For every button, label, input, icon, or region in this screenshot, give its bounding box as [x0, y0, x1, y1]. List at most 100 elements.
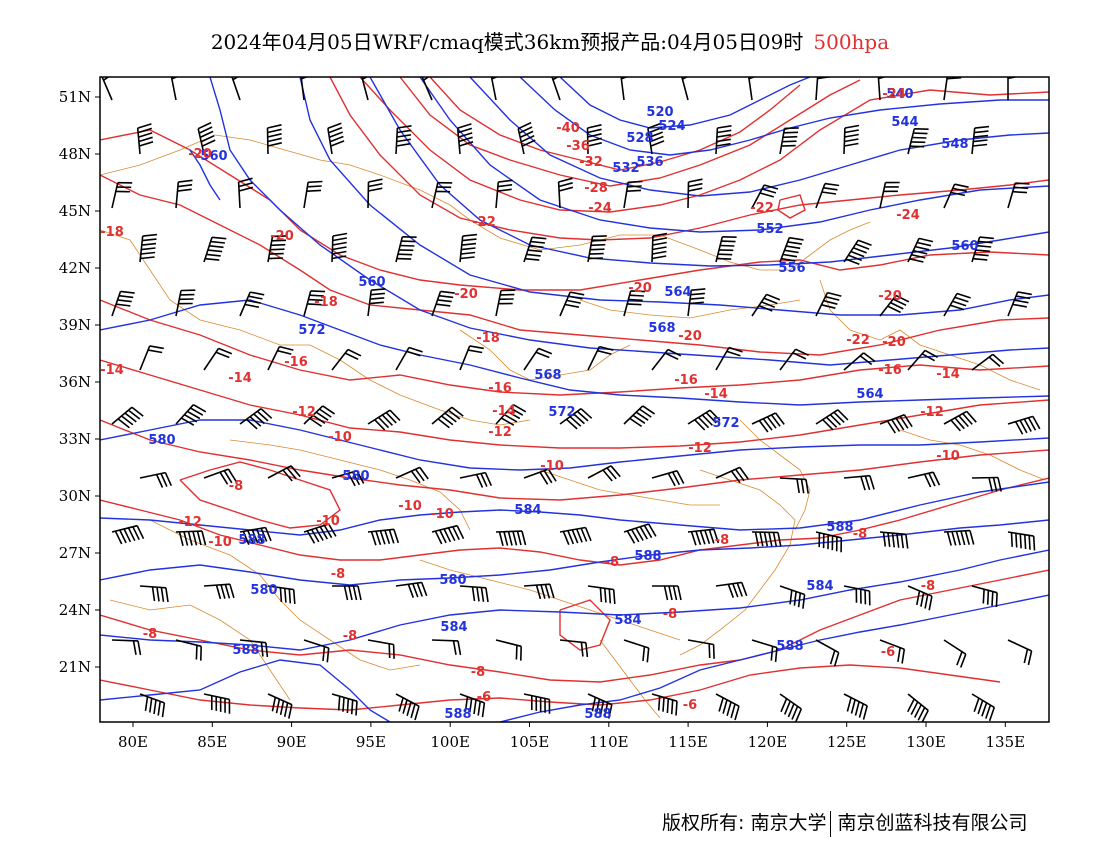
wind-barb [421, 77, 433, 101]
x-axis: 80E 85E 90E 95E 100E 105E 110E 115E 120E 125E 130E… [118, 722, 1025, 751]
temperature-label: -8 [663, 607, 677, 622]
title-prefix: 2024年04月05日WRF/cmaq模式36km预报产品:04月05日09时 [210, 30, 804, 54]
temperature-label: -18 [476, 331, 500, 346]
wind-barb [203, 347, 233, 371]
x-tick-label: 135E [986, 733, 1026, 751]
height-contour-line [100, 299, 1049, 406]
wind-barb [971, 585, 998, 608]
y-tick-label: 51N [59, 88, 91, 106]
wind-barb [815, 639, 840, 667]
y-tick-label: 39N [59, 316, 91, 334]
wind-barb [331, 348, 362, 371]
wind-barb [587, 585, 616, 604]
temperature-label: -24 [882, 87, 906, 102]
wind-barb [303, 180, 323, 209]
temperature-label: -22 [846, 333, 870, 348]
height-contour-line [519, 77, 1049, 156]
wind-barb [907, 128, 929, 155]
temperature-label: -8 [343, 629, 357, 644]
height-contour-line [100, 481, 1049, 536]
height-contour-line [469, 77, 1049, 197]
temperature-label: -8 [143, 627, 157, 642]
boundary-line [109, 599, 291, 701]
wind-barb [843, 124, 860, 155]
height-label: 572 [548, 405, 575, 420]
wind-barb [395, 125, 412, 155]
height-label: 584 [806, 579, 833, 594]
wind-barb [395, 693, 420, 721]
wind-barb [367, 178, 383, 209]
map-title: 2024年04月05日WRF/cmaq模式36km预报产品:04月05日09时 5… [0, 26, 1100, 55]
height-label: 580 [250, 583, 277, 598]
temperature-label: -10 [398, 499, 422, 514]
wind-barb [459, 693, 486, 718]
boundary-line [419, 559, 681, 641]
height-label: 572 [712, 416, 739, 431]
x-tick-label: 110E [589, 733, 629, 751]
height-label: 540 [886, 87, 913, 102]
wind-barb [559, 526, 592, 546]
height-contour-line [559, 77, 811, 129]
temperature-label: -16 [488, 381, 512, 396]
wind-barb [111, 181, 133, 209]
wind-barb [623, 523, 657, 544]
wind-barb [879, 531, 909, 549]
height-label: 564 [664, 285, 691, 300]
wind-barb [431, 524, 465, 545]
wind-barb [175, 404, 207, 426]
wind-barb [907, 471, 941, 488]
height-label: 588 [444, 707, 471, 722]
wind-barb [623, 405, 656, 428]
wind-barb [523, 347, 553, 371]
wind-barb [495, 289, 516, 317]
wind-barb [139, 693, 166, 718]
x-tick-label: 125E [827, 733, 867, 751]
height-label: 584 [514, 503, 541, 518]
wind-barb [327, 122, 345, 155]
height-label: 520 [646, 105, 673, 120]
temperature-label: -10 [540, 459, 564, 474]
temperature-contour-line [559, 599, 611, 651]
wind-barb [779, 477, 809, 494]
wind-barb [175, 530, 207, 546]
height-label: 568 [534, 368, 561, 383]
y-tick-label: 24N [59, 601, 91, 619]
wind-barb [303, 523, 337, 544]
height-label: 588 [634, 549, 661, 564]
wind-barb [395, 346, 423, 371]
wind-barb [303, 405, 336, 428]
wind-barb [495, 179, 513, 209]
wind-barb [879, 294, 910, 317]
temperature-label: -6 [477, 690, 491, 705]
temperature-label: -20 [882, 335, 906, 350]
wind-barb [459, 233, 478, 263]
wind-barb [559, 639, 589, 658]
wind-barb [239, 408, 273, 430]
wind-barb [586, 124, 602, 155]
temperature-label: -36 [566, 139, 590, 154]
temperature-label: -20 [628, 281, 652, 296]
wind-barb [175, 289, 196, 317]
wind-barb [879, 639, 906, 664]
y-tick-label: 27N [59, 544, 91, 562]
height-label: 524 [658, 119, 685, 134]
wind-barb [907, 585, 933, 611]
wind-barb [943, 639, 967, 668]
company-name: 南京创蓝科技有限公司 [837, 812, 1028, 834]
height-label: 548 [941, 137, 968, 152]
wind-barb [367, 639, 395, 659]
wind-barb [239, 526, 272, 546]
wind-barb [843, 239, 872, 265]
wind-barb [431, 406, 464, 429]
wind-barb [681, 77, 689, 101]
wind-barb [623, 180, 643, 209]
wind-barb [843, 474, 875, 491]
temperature-label: -28 [584, 181, 608, 196]
temperature-contour-line [329, 77, 1049, 241]
boundary-line [100, 134, 871, 271]
y-tick-label: 33N [59, 430, 91, 448]
wind-barb [303, 290, 326, 317]
temperature-label: -12 [292, 405, 316, 420]
temperature-label: -20 [454, 287, 478, 302]
